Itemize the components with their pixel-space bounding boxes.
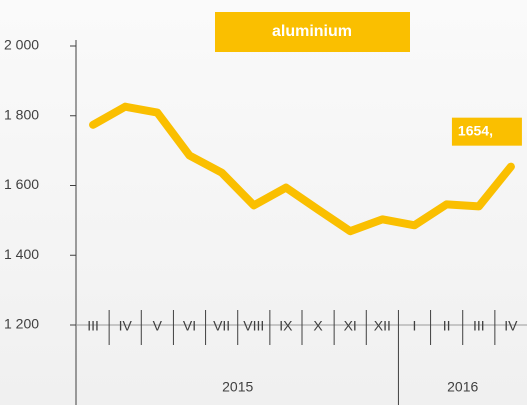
x-tick-label: XI bbox=[344, 318, 357, 334]
y-tick-label: 1 800 bbox=[4, 106, 39, 122]
x-tick-label: V bbox=[153, 318, 163, 334]
x-tick-label: I bbox=[413, 318, 417, 334]
x-tick-label: VIII bbox=[243, 318, 264, 334]
x-tick-label: VI bbox=[183, 318, 196, 334]
x-tick-label: XII bbox=[374, 318, 391, 334]
chart: aluminium 1 2001 4001 6001 8002 000IIIIV… bbox=[0, 0, 527, 405]
x-tick-label: X bbox=[313, 318, 323, 334]
x-tick-label: IX bbox=[279, 318, 293, 334]
x-tick-label: III bbox=[87, 318, 99, 334]
y-tick-label: 1 200 bbox=[4, 316, 39, 332]
data-line bbox=[93, 107, 511, 232]
y-tick-label: 2 000 bbox=[4, 37, 39, 53]
x-tick-label: IV bbox=[504, 318, 518, 334]
x-tick-label: III bbox=[473, 318, 485, 334]
group-label: 2015 bbox=[222, 379, 253, 395]
x-tick-label: IV bbox=[119, 318, 133, 334]
x-tick-label: VII bbox=[213, 318, 230, 334]
y-tick-label: 1 600 bbox=[4, 176, 39, 192]
x-tick-label: II bbox=[443, 318, 451, 334]
group-label: 2016 bbox=[447, 379, 478, 395]
chart-title: aluminium bbox=[272, 23, 352, 40]
value-label: 1654, bbox=[458, 122, 493, 138]
y-tick-label: 1 400 bbox=[4, 246, 39, 262]
